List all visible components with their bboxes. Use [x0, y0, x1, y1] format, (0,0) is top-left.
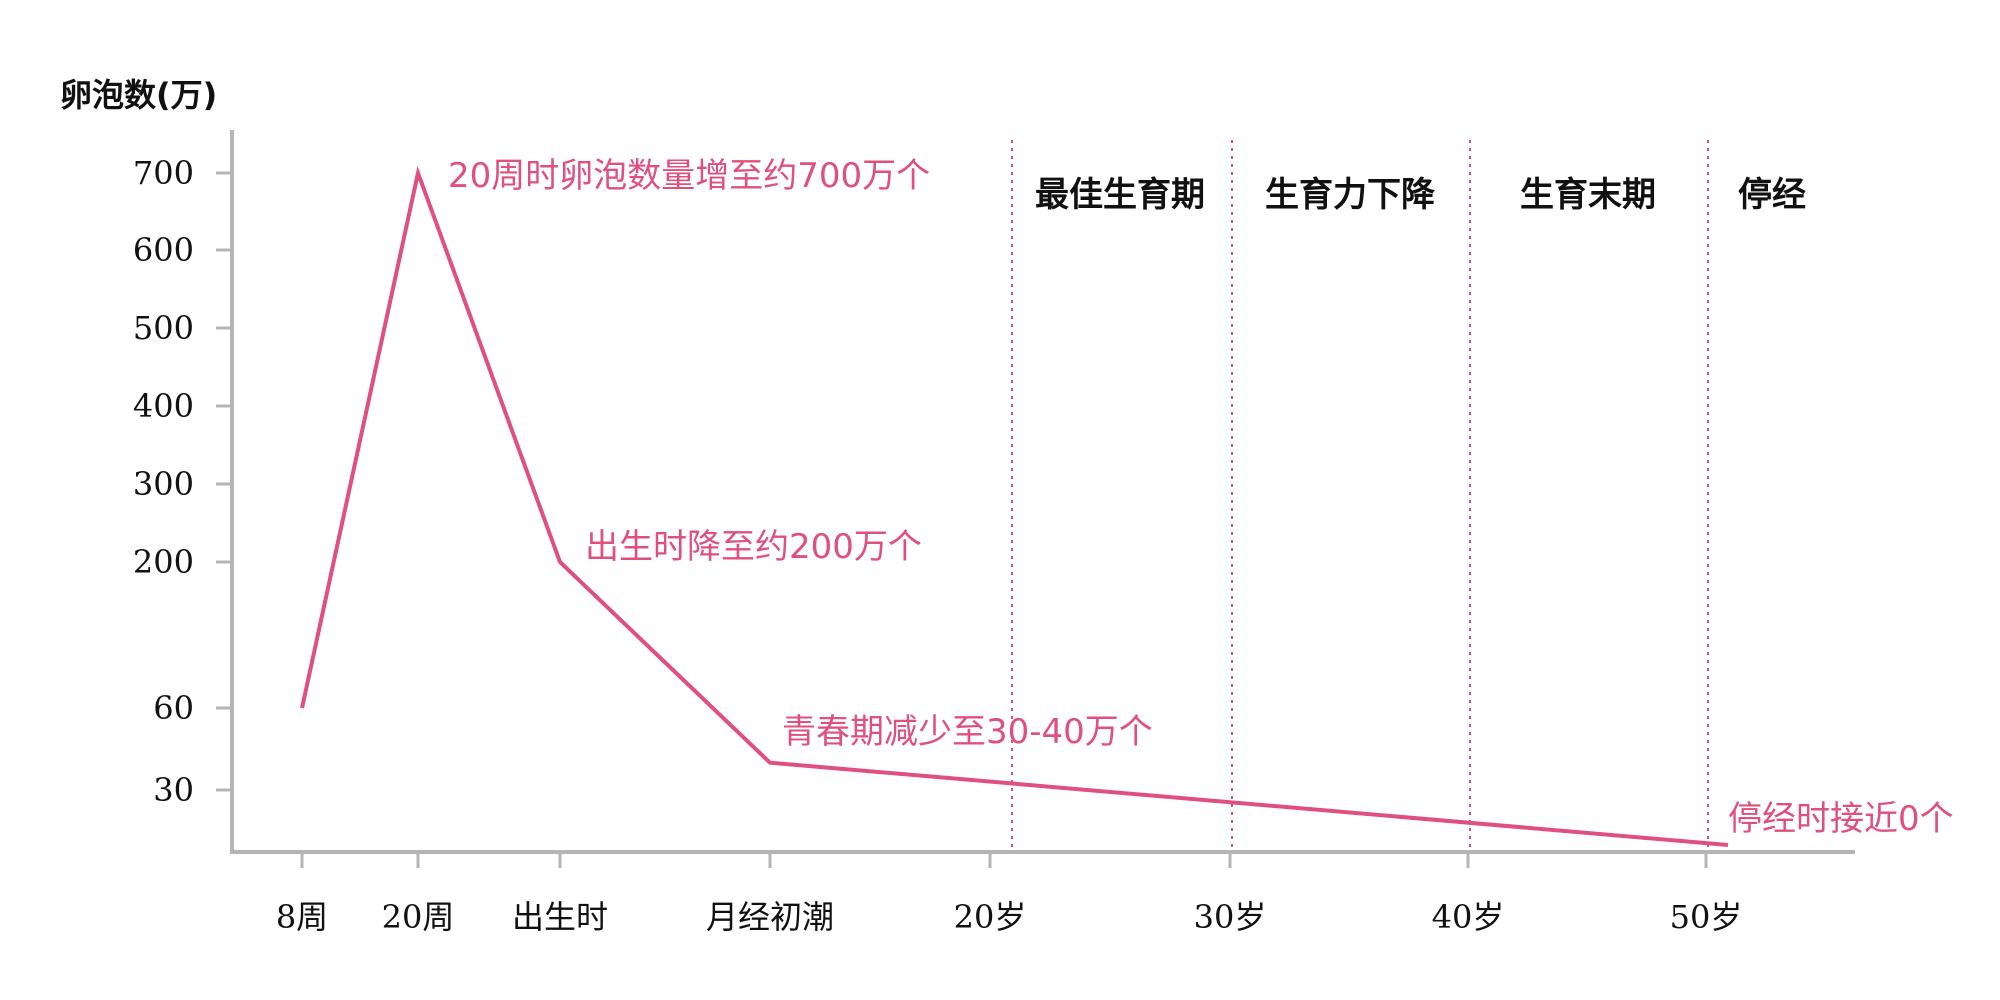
x-tick-label-6: 40岁 — [1432, 898, 1505, 936]
annotation-birth: 出生时降至约200万个 — [585, 527, 922, 567]
phase-label-fertility-decline: 生育力下降 — [1265, 175, 1436, 215]
y-tick-label-500: 500 — [133, 309, 194, 347]
y-tick-label-60: 60 — [153, 689, 194, 727]
x-tick-label-2: 出生时 — [512, 898, 608, 936]
x-tick-label-1: 20周 — [382, 898, 455, 936]
annotation-puberty: 青春期减少至30-40万个 — [782, 712, 1153, 752]
annotation-menopause: 停经时接近0个 — [1728, 799, 1954, 839]
y-tick-label-300: 300 — [133, 465, 194, 503]
x-tick-label-3: 月经初潮 — [706, 898, 834, 936]
series-line — [300, 165, 1729, 847]
x-tick-label-4: 20岁 — [954, 898, 1027, 936]
phase-label-menopause: 停经 — [1738, 175, 1806, 215]
y-tick-label-700: 700 — [133, 154, 194, 192]
y-tick-label-30: 30 — [153, 771, 194, 809]
phase-label-best-fertility: 最佳生育期 — [1035, 175, 1205, 215]
annotation-20-weeks: 20周时卵泡数量增至约700万个 — [448, 156, 930, 196]
y-tick-label-600: 600 — [133, 231, 194, 269]
y-tick-label-400: 400 — [133, 387, 194, 425]
x-tick-label-7: 50岁 — [1670, 898, 1743, 936]
phase-label-late-fertility: 生育末期 — [1520, 175, 1656, 215]
y-ticks-group: 30 60 200 300 400 500 600 700 — [133, 154, 232, 809]
y-axis-title: 卵泡数(万) — [60, 76, 217, 114]
x-tick-label-5: 30岁 — [1194, 898, 1267, 936]
x-tick-label-0: 8周 — [276, 898, 328, 936]
x-ticks-group: 8周 20周 出生时 月经初潮 20岁 30岁 40岁 50岁 — [276, 852, 1743, 936]
y-tick-label-200: 200 — [133, 543, 194, 581]
